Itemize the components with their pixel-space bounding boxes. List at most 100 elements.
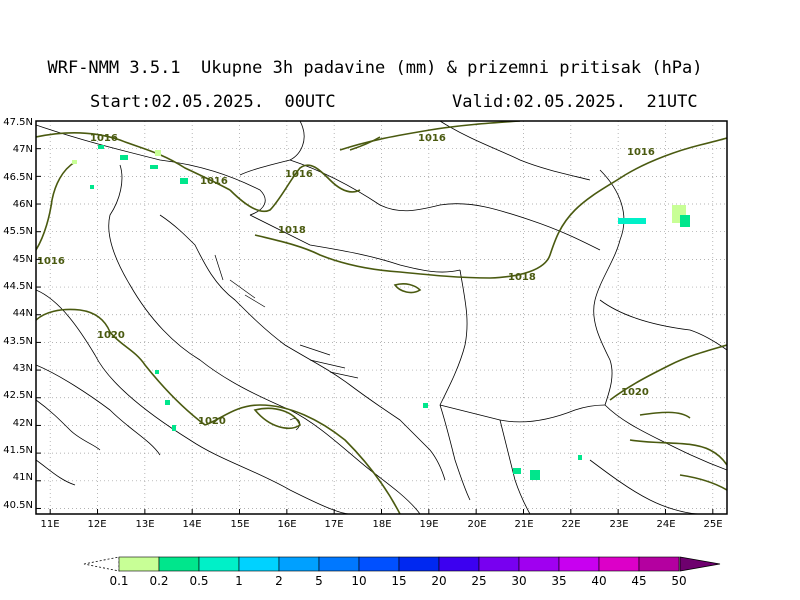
colorbar-box [398, 556, 440, 572]
islands [214, 254, 359, 431]
isobar-1020-w [36, 308, 206, 426]
colorbar-box [638, 556, 680, 572]
precip-cell [530, 470, 540, 480]
sardinia-line [36, 459, 76, 486]
lon-label: 17E [324, 519, 343, 530]
colorbar-box [358, 556, 400, 572]
precip-cell [165, 400, 170, 405]
colorbar-box [518, 556, 560, 572]
isobar-label: 1016 [200, 176, 228, 187]
precip-cell [180, 178, 188, 184]
croatia-hungary-border [249, 214, 461, 273]
precip-cell [150, 165, 158, 169]
isobar-1020-e [609, 344, 727, 401]
tyrrhenian-line [36, 399, 101, 451]
island [289, 418, 301, 431]
lat-label: 41.5N [3, 445, 33, 456]
latitude-labels: 47.5N 47N 46.5N 46N 45.5N 45N 44.5N 44N … [3, 117, 33, 511]
map-title: WRF-NMM 3.5.1 Ukupne 3h padavine (mm) & … [47, 58, 703, 78]
colorbar-label: 1 [235, 574, 243, 588]
colorbar-box [118, 556, 160, 572]
lon-label: 16E [277, 519, 296, 530]
colorbar-box [478, 556, 520, 572]
colorbar-label: 45 [631, 574, 646, 588]
island [214, 254, 224, 281]
isobar-label: 1020 [198, 416, 226, 427]
serbia-south-border [439, 404, 606, 423]
colorbar-label: 0.5 [189, 574, 208, 588]
macedonia-border [499, 419, 531, 514]
island [329, 371, 359, 379]
isobar-label: 1016 [627, 147, 655, 158]
colorbar: 0.1 0.2 0.5 1 2 5 10 15 20 25 30 35 40 4… [83, 556, 721, 588]
lon-label: 13E [135, 519, 154, 530]
isobar-label: 1016 [90, 133, 118, 144]
italy-adriatic-coast [108, 164, 421, 514]
colorbar-boxes [118, 556, 680, 572]
italy-west-coast [36, 289, 351, 514]
precip-cell [578, 455, 582, 460]
isobars [36, 121, 727, 514]
colorbar-box [318, 556, 360, 572]
isobar-1018-e [254, 137, 727, 279]
lat-label: 43.5N [3, 336, 33, 347]
lat-label: 44N [13, 308, 33, 319]
colorbar-label: 0.1 [109, 574, 128, 588]
island [244, 294, 266, 308]
lat-label: 44.5N [3, 281, 33, 292]
isobar-short [349, 136, 381, 151]
colorbar-label: 30 [511, 574, 526, 588]
colorbar-box [198, 556, 240, 572]
isobar-1018-w [36, 161, 76, 251]
alps-border [36, 124, 266, 216]
greece-coast [589, 459, 701, 514]
isobar-se2 [679, 474, 727, 491]
lat-label: 43N [13, 363, 33, 374]
lon-label: 25E [703, 519, 722, 530]
lon-label: 12E [87, 519, 106, 530]
lon-label: 15E [230, 519, 249, 530]
austria-border [239, 121, 305, 176]
isobar-label: 1018 [278, 225, 306, 236]
colorbar-label: 5 [315, 574, 323, 588]
precip-cell [90, 185, 94, 189]
danube-border [599, 299, 727, 351]
longitude-labels: 11E 12E 13E 14E 15E 16E 17E 18E 19E 20E … [40, 519, 722, 530]
isobar-label: 1016 [37, 256, 65, 267]
isobar-small [639, 411, 691, 419]
slovakia-border [439, 121, 591, 181]
colorbar-label: 25 [471, 574, 486, 588]
romania-west-border [594, 169, 625, 301]
colorbar-label: 50 [671, 574, 686, 588]
lat-label: 42.5N [3, 390, 33, 401]
lon-label: 14E [182, 519, 201, 530]
lat-lon-grid [36, 120, 727, 514]
albania-border [439, 404, 471, 501]
isobar-1016-nw [36, 132, 231, 191]
bulgaria-greece-border [604, 404, 727, 471]
lon-label: 11E [40, 519, 59, 530]
valid-time: Valid:02.05.2025. 21UTC [452, 92, 698, 112]
hungary-border [289, 159, 601, 251]
colorbar-label: 10 [351, 574, 366, 588]
serbia-bulgaria-border [593, 299, 613, 406]
colorbar-label: 15 [391, 574, 406, 588]
precipitation-areas [72, 145, 690, 480]
isobar-labels: 1016 1016 1016 1016 1016 1018 1016 1018 … [37, 133, 655, 427]
isobar-1020-s [204, 404, 401, 514]
isobar-1016-c [229, 164, 361, 212]
precip-cell [423, 403, 428, 408]
colorbar-box [598, 556, 640, 572]
colorbar-box [238, 556, 280, 572]
lon-label: 23E [609, 519, 628, 530]
axis-ticks [36, 120, 714, 514]
lat-label: 42N [13, 418, 33, 429]
start-time: Start:02.05.2025. 00UTC [90, 92, 336, 112]
precip-cell [98, 145, 104, 149]
isobar-label: 1016 [418, 133, 446, 144]
isobar-label: 1020 [97, 330, 125, 341]
lat-label: 45N [13, 254, 33, 265]
island [309, 359, 346, 369]
colorbar-box [278, 556, 320, 572]
lon-label: 18E [372, 519, 391, 530]
